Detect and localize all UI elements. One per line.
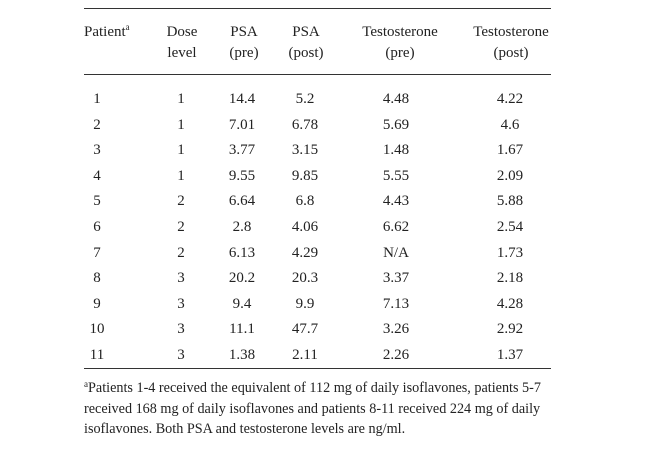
cell-testosterone-post: 1.73 [496, 245, 524, 261]
table-bottom-rule [84, 368, 551, 369]
cell-psa-pre: 9.4 [232, 296, 252, 312]
cell-testosterone-pre: 5.55 [382, 168, 410, 184]
cell-psa-pre: 1.38 [228, 347, 256, 363]
cell-dose-level: 2 [177, 193, 185, 209]
footnote-marker: a [84, 379, 88, 389]
cell-patient: 7 [93, 245, 101, 261]
header-testosterone-post-line1: Testosterone [473, 24, 549, 40]
cell-testosterone-pre: 7.13 [382, 296, 410, 312]
cell-testosterone-post: 5.88 [496, 193, 524, 209]
cell-psa-pre: 6.64 [228, 193, 256, 209]
cell-dose-level: 1 [177, 168, 185, 184]
cell-dose-level: 2 [177, 245, 185, 261]
header-dose-level: Dose level [157, 22, 207, 64]
cell-patient: 3 [93, 142, 101, 158]
cell-psa-post: 47.7 [291, 321, 319, 337]
cell-psa-post: 9.9 [295, 296, 315, 312]
cell-dose-level: 3 [177, 270, 185, 286]
cell-psa-pre: 7.01 [228, 117, 256, 133]
table-header-rule [84, 74, 551, 75]
cell-dose-level: 3 [177, 296, 185, 312]
cell-testosterone-pre: 4.48 [382, 91, 410, 107]
cell-dose-level: 3 [177, 321, 185, 337]
header-psa-post-line2: (post) [288, 45, 324, 61]
cell-testosterone-post: 4.28 [496, 296, 524, 312]
cell-patient: 9 [93, 296, 101, 312]
header-patient-label: Patient [84, 24, 126, 40]
header-patient: Patienta [84, 22, 130, 43]
cell-testosterone-post: 4.22 [496, 91, 524, 107]
header-psa-post-line1: PSA [292, 24, 320, 40]
cell-testosterone-pre: 3.26 [382, 321, 410, 337]
cell-psa-post: 20.3 [291, 270, 319, 286]
cell-psa-pre: 20.2 [228, 270, 256, 286]
cell-psa-pre: 9.55 [228, 168, 256, 184]
cell-testosterone-pre: 4.43 [382, 193, 410, 209]
header-dose-line2: level [167, 45, 197, 61]
cell-testosterone-pre: 2.26 [382, 347, 410, 363]
table-footnote: aPatients 1-4 received the equivalent of… [84, 378, 556, 440]
cell-testosterone-pre: N/A [383, 245, 409, 261]
cell-psa-pre: 6.13 [228, 245, 256, 261]
cell-psa-pre: 11.1 [229, 321, 255, 337]
cell-testosterone-post: 2.92 [496, 321, 524, 337]
cell-testosterone-post: 1.67 [496, 142, 524, 158]
header-testosterone-pre-line2: (pre) [385, 45, 415, 61]
cell-testosterone-post: 4.6 [500, 117, 520, 133]
cell-psa-pre: 3.77 [228, 142, 256, 158]
cell-patient: 6 [93, 219, 101, 235]
cell-psa-post: 4.29 [291, 245, 319, 261]
header-testosterone-post: Testosterone (post) [456, 22, 566, 64]
cell-testosterone-pre: 1.48 [382, 142, 410, 158]
cell-patient: 11 [89, 347, 105, 363]
cell-dose-level: 1 [177, 117, 185, 133]
cell-patient: 8 [93, 270, 101, 286]
cell-testosterone-post: 2.09 [496, 168, 524, 184]
header-testosterone-pre-line1: Testosterone [362, 24, 438, 40]
cell-patient: 5 [93, 193, 101, 209]
cell-dose-level: 2 [177, 219, 185, 235]
cell-psa-pre: 2.8 [232, 219, 252, 235]
cell-patient: 2 [93, 117, 101, 133]
cell-patient: 10 [89, 321, 105, 337]
header-patient-footnote-marker: a [125, 22, 130, 32]
cell-testosterone-post: 2.18 [496, 270, 524, 286]
header-psa-pre-line2: (pre) [229, 45, 259, 61]
cell-patient: 4 [93, 168, 101, 184]
cell-psa-post: 5.2 [295, 91, 315, 107]
cell-testosterone-pre: 3.37 [382, 270, 410, 286]
cell-dose-level: 3 [177, 347, 185, 363]
cell-patient: 1 [93, 91, 101, 107]
cell-testosterone-post: 1.37 [496, 347, 524, 363]
header-psa-pre: PSA (pre) [219, 22, 269, 64]
cell-psa-post: 9.85 [291, 168, 319, 184]
cell-psa-post: 6.78 [291, 117, 319, 133]
cell-psa-post: 6.8 [295, 193, 315, 209]
cell-testosterone-post: 2.54 [496, 219, 524, 235]
cell-psa-post: 4.06 [291, 219, 319, 235]
cell-psa-post: 3.15 [291, 142, 319, 158]
footnote-text: Patients 1-4 received the equivalent of … [84, 380, 541, 437]
cell-testosterone-pre: 6.62 [382, 219, 410, 235]
header-psa-pre-line1: PSA [230, 24, 258, 40]
table-top-rule [84, 8, 551, 9]
cell-testosterone-pre: 5.69 [382, 117, 410, 133]
header-dose-line1: Dose [166, 24, 198, 40]
cell-dose-level: 1 [177, 142, 185, 158]
cell-psa-post: 2.11 [292, 347, 318, 363]
cell-dose-level: 1 [177, 91, 185, 107]
header-psa-post: PSA (post) [278, 22, 334, 64]
header-testosterone-post-line2: (post) [493, 45, 529, 61]
header-testosterone-pre: Testosterone (pre) [345, 22, 455, 64]
cell-psa-pre: 14.4 [228, 91, 256, 107]
